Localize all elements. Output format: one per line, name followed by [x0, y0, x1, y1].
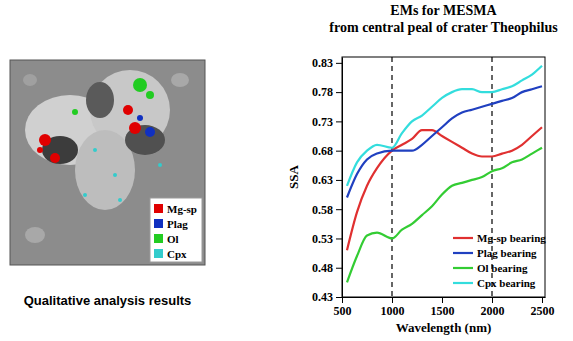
x-tick-mark: [492, 297, 493, 303]
x-tick-label: 2500: [531, 304, 555, 318]
class-pixels: [123, 105, 133, 115]
class-pixels: [158, 163, 162, 167]
y-tick: 0.78: [312, 85, 342, 99]
legend-swatch: [453, 282, 473, 284]
image-legend-swatch: [154, 249, 163, 258]
legend-swatch: [453, 237, 473, 239]
y-tick-mark: [336, 268, 342, 269]
y-tick: 0.48: [312, 261, 342, 275]
image-legend-swatch: [154, 204, 163, 213]
y-tick-mark: [336, 238, 342, 239]
class-pixels: [39, 134, 51, 146]
class-pixels: [113, 173, 117, 177]
terrain-shape: [86, 82, 114, 118]
x-tick-mark: [342, 297, 343, 303]
figure: Mg-sp Plag Ol Cpx Qualitative analysis resul…: [0, 0, 573, 341]
class-pixels: [50, 153, 60, 163]
x-tick: 2000: [481, 297, 505, 318]
class-pixels: [146, 91, 154, 99]
x-tick: 1000: [381, 297, 405, 318]
y-tick: 0.43: [312, 290, 342, 304]
plot-frame: [342, 57, 545, 297]
image-legend-label: Ol: [167, 233, 179, 245]
series-line: [347, 66, 542, 186]
x-axis-title: Wavelength (nm): [396, 320, 492, 335]
class-pixels: [37, 147, 43, 153]
y-tick-mark: [336, 209, 342, 210]
y-tick-mark: [336, 121, 342, 122]
y-axis-title: SSA: [286, 164, 301, 188]
class-pixels: [133, 78, 147, 92]
legend-label: Mg-sp bearing: [477, 232, 546, 244]
y-axis-line: [342, 58, 343, 298]
y-tick-label: 0.73: [312, 115, 333, 129]
image-panel: Mg-sp Plag Ol Cpx: [10, 60, 205, 265]
terrain-shape: [25, 227, 45, 243]
x-tick-mark: [442, 297, 443, 303]
image-legend-box: [150, 198, 202, 262]
legend-swatch: [453, 267, 473, 269]
class-pixels: [72, 109, 78, 115]
y-tick: 0.53: [312, 232, 342, 246]
y-tick: 0.68: [312, 144, 342, 158]
x-tick: 2500: [531, 297, 555, 318]
title-line: from central peal of crater Theophilus: [329, 20, 558, 35]
y-tick-label: 0.83: [312, 56, 333, 70]
title: EMs for MESMA from central peal of crater…: [329, 3, 558, 35]
plot-area: [347, 57, 542, 297]
legend-label: Ol bearing: [477, 262, 528, 274]
x-tick-mark: [542, 297, 543, 303]
image-legend-label: Plag: [167, 218, 188, 230]
y-axis: 0.43 0.48 0.53 0.58 0.63 0.68 0.73 0.78 0.83: [312, 56, 343, 304]
image-legend-swatch: [154, 234, 163, 243]
x-tick-label: 500: [334, 304, 352, 318]
image-legend-swatch: [154, 219, 163, 228]
image-legend-label: Mg-sp: [167, 203, 197, 215]
reference-line: [391, 57, 392, 297]
series-line: [347, 86, 542, 197]
legend-swatch: [453, 252, 473, 254]
y-tick: 0.73: [312, 115, 342, 129]
y-tick-label: 0.68: [312, 144, 333, 158]
x-tick-mark: [392, 297, 393, 303]
class-pixels: [145, 127, 155, 137]
x-axis-line: [343, 297, 546, 298]
y-tick-mark: [336, 297, 342, 298]
y-tick-label: 0.58: [312, 203, 333, 217]
y-tick-label: 0.78: [312, 85, 333, 99]
title-line: EMs for MESMA: [390, 3, 497, 18]
class-pixels: [118, 198, 122, 202]
class-pixels: [137, 115, 143, 121]
class-pixels: [93, 148, 97, 152]
y-tick-mark: [336, 92, 342, 93]
y-tick: 0.58: [312, 203, 342, 217]
legend-label: Plag bearing: [477, 247, 537, 259]
x-tick-label: 1000: [381, 304, 405, 318]
y-tick-label: 0.63: [312, 173, 333, 187]
image-legend-label: Cpx: [167, 248, 187, 260]
y-tick: 0.83: [312, 56, 342, 70]
y-tick-label: 0.53: [312, 232, 333, 246]
x-tick: 1500: [431, 297, 455, 318]
terrain-shape: [23, 74, 37, 86]
image-ground: [10, 60, 205, 265]
class-pixels: [83, 193, 87, 197]
y-tick-mark: [336, 151, 342, 152]
terrain-shape: [171, 73, 189, 87]
legend-label: Cpx bearing: [477, 277, 536, 289]
x-tick-label: 2000: [481, 304, 505, 318]
caption: Qualitative analysis results: [24, 293, 192, 308]
class-pixels: [129, 122, 141, 134]
y-tick: 0.63: [312, 173, 342, 187]
x-tick: 500: [334, 297, 352, 318]
y-tick-label: 0.43: [312, 290, 333, 304]
x-tick-label: 1500: [431, 304, 455, 318]
y-tick-mark: [336, 63, 342, 64]
legend: Mg-sp bearing Plag bearing Ol bearing Cpx b…: [453, 232, 546, 289]
series-line: [347, 148, 542, 283]
y-tick-mark: [336, 180, 342, 181]
y-tick-label: 0.48: [312, 261, 333, 275]
x-axis: 500 1000 1500 2000 2500: [334, 297, 555, 318]
